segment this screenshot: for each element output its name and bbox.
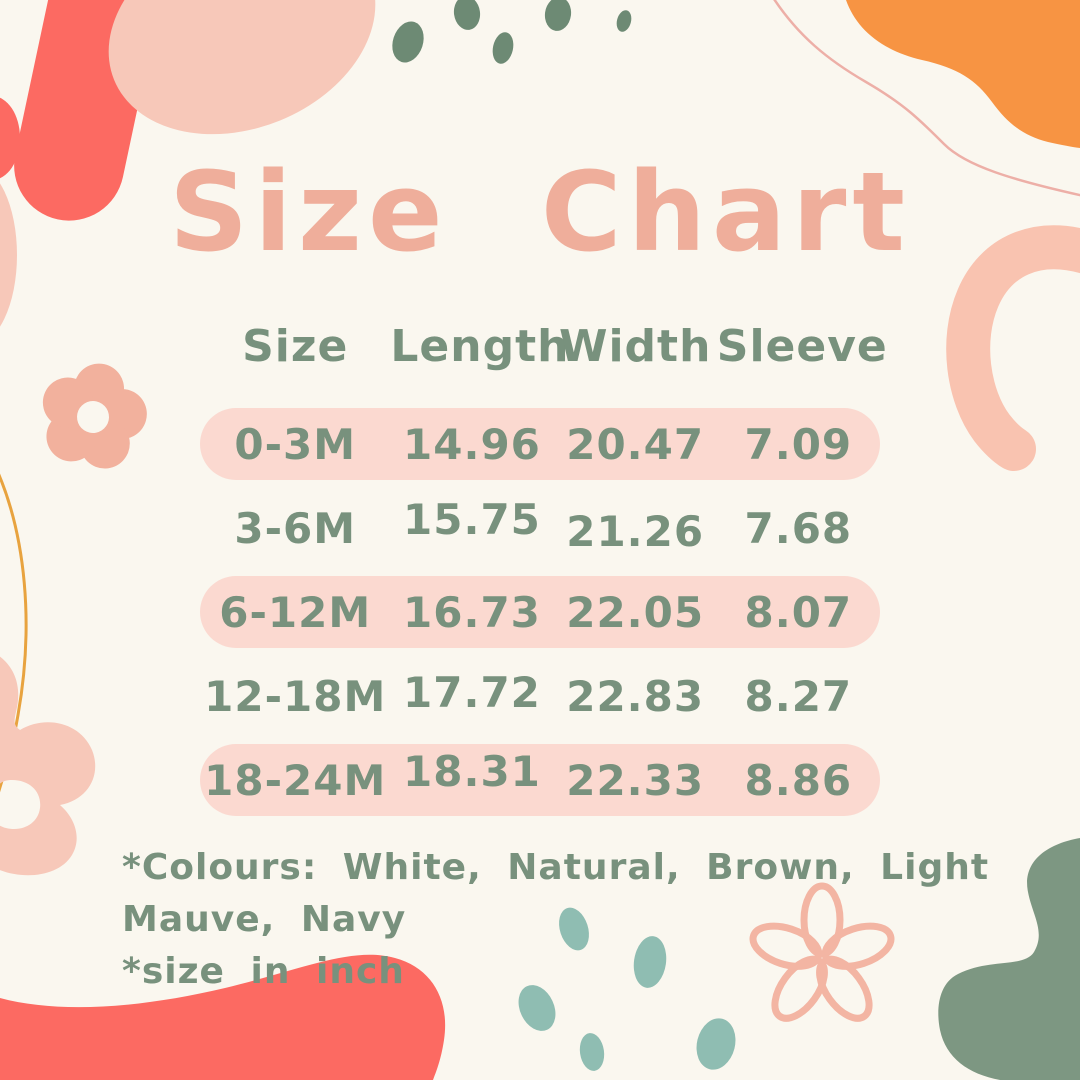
cell-width: 20.47 xyxy=(566,419,705,469)
footnotes: *Colours: White, Natural, Brown, Light M… xyxy=(122,842,1080,998)
cell-width: 22.83 xyxy=(566,671,705,721)
pink-edge-blob xyxy=(0,183,17,327)
table-row: 12-18M 17.72 22.83 8.27 xyxy=(200,660,880,732)
red-edge-blob xyxy=(0,97,20,179)
cell-width: 21.26 xyxy=(566,506,705,556)
header-size: Size xyxy=(242,320,349,372)
cell-sleeve: 8.07 xyxy=(744,587,853,637)
page-title: Size Chart xyxy=(169,148,911,276)
pink-swirl-shape xyxy=(946,225,1080,471)
cell-sleeve: 8.27 xyxy=(744,671,853,721)
cell-size: 6-12M xyxy=(219,587,372,637)
red-pill-blob xyxy=(14,0,170,221)
teal-dots-bottom xyxy=(518,907,736,1071)
thin-curve-line xyxy=(773,0,1080,197)
cell-length: 15.75 xyxy=(403,494,541,544)
red-bottom-blob xyxy=(0,954,446,1080)
table-row: 6-12M 16.73 22.05 8.07 xyxy=(200,576,880,648)
cell-sleeve: 7.09 xyxy=(744,419,853,469)
pink-top-blob xyxy=(108,0,376,135)
green-corner-blob xyxy=(938,838,1080,1080)
cell-size: 0-3M xyxy=(234,419,357,469)
cell-width: 22.05 xyxy=(566,587,705,637)
cell-sleeve: 8.86 xyxy=(744,755,853,805)
header-sleeve: Sleeve xyxy=(716,320,888,372)
note-colours: *Colours: White, Natural, Brown, Light M… xyxy=(122,847,990,940)
cell-length: 16.73 xyxy=(403,587,541,637)
thin-yellow-line xyxy=(0,473,28,793)
doodle-flower-icon xyxy=(749,882,895,1022)
size-table: 0-3M 14.96 20.47 7.09 3-6M 15.75 21.26 7… xyxy=(200,408,880,828)
cell-length: 18.31 xyxy=(403,746,541,796)
cell-length: 14.96 xyxy=(403,419,541,469)
cell-size: 3-6M xyxy=(234,503,357,553)
cell-sleeve: 7.68 xyxy=(744,503,853,553)
pink-flower-blob xyxy=(0,656,96,876)
cell-length: 17.72 xyxy=(403,667,541,717)
note-units: *size in inch xyxy=(122,951,405,992)
cell-width: 22.33 xyxy=(566,755,705,805)
header-width: Width xyxy=(558,320,712,372)
green-dots-top xyxy=(392,0,632,64)
table-header-row: Size Length Width Sleeve xyxy=(200,320,888,372)
header-length: Length xyxy=(390,320,570,372)
table-row: 3-6M 15.75 21.26 7.68 xyxy=(200,492,880,564)
cell-size: 12-18M xyxy=(204,671,387,721)
orange-corner-blob xyxy=(846,0,1080,148)
table-row: 18-24M 18.31 22.33 8.86 xyxy=(200,744,880,816)
flower-icon xyxy=(42,363,147,469)
cell-size: 18-24M xyxy=(204,755,387,805)
table-row: 0-3M 14.96 20.47 7.09 xyxy=(200,408,880,480)
